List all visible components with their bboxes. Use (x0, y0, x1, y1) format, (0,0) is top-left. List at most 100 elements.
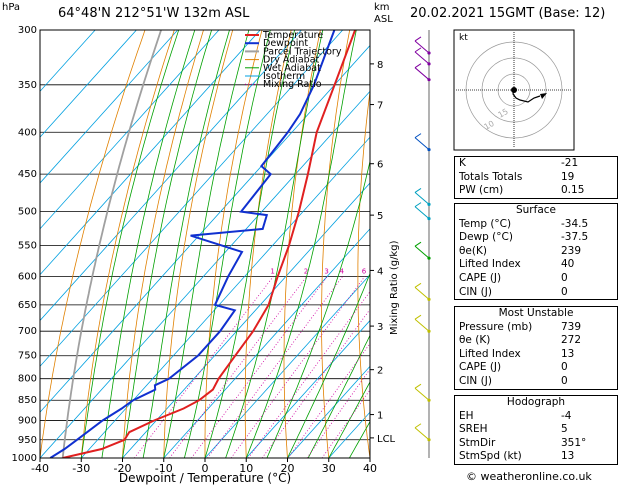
isotherm (40, 30, 261, 276)
legend-label: Temperature (262, 30, 323, 41)
pressure-tick-label: 950 (18, 435, 37, 446)
wind-barb (414, 67, 430, 81)
indices-hodograph-box: Hodograph EH -4 SREH 5 StmDir 351° StmSpd (… (454, 395, 618, 465)
hodograph-trace (512, 89, 541, 103)
location-title: 64°48'N 212°51'W 132m ASL (58, 6, 250, 21)
wind-barb (414, 206, 430, 220)
hodograph-kt-label: kt (459, 33, 468, 43)
isotherm (122, 182, 370, 458)
mixing-ratio-line (321, 389, 370, 458)
isotherm (40, 30, 96, 92)
mixing-ratio-label: 15 (415, 267, 424, 275)
wind-barb (414, 245, 430, 259)
pressure-tick-label: 750 (18, 351, 37, 362)
dry-adiabat (357, 88, 370, 458)
isotherm (204, 274, 370, 458)
dry-adiabat (244, 30, 292, 458)
copyright-footer: © weatheronline.co.uk (466, 470, 592, 483)
temperature-tick-label: 40 (363, 462, 377, 475)
wet-adiabat (122, 30, 212, 458)
temperature-tick-label: 0 (202, 462, 209, 475)
isotherm (40, 44, 370, 413)
temperature-tick-label: -30 (72, 462, 90, 475)
mixing-ratio-label: 4 (340, 267, 345, 275)
pressure-tick-label: 900 (18, 416, 37, 427)
mixing-ratio-label: 20 (433, 267, 442, 275)
dry-adiabat (40, 30, 146, 458)
temperature-line (62, 30, 357, 458)
wet-adiabat (80, 30, 180, 458)
indices-surface-box: Surface Temp (°C) -34.5 Dewp (°C) -37.5 θe… (454, 203, 618, 301)
temperature-tick-label: 20 (281, 462, 295, 475)
temperature-tick-label: -10 (155, 462, 173, 475)
mixing-ratio-line (207, 276, 343, 458)
dry-adiabat (122, 30, 204, 458)
indices-unstable-box: Most Unstable Pressure (mb) 739 θe (K) 272… (454, 306, 618, 390)
pressure-tick-label: 500 (18, 207, 37, 218)
datetime-title: 20.02.2021 15GMT (Base: 12) (410, 6, 606, 21)
wind-barb (414, 192, 430, 205)
pressure-tick-label: 800 (18, 374, 37, 385)
pressure-tick-label: 1000 (12, 453, 37, 464)
wind-barb (414, 387, 430, 401)
mixing-ratio-line (169, 276, 308, 458)
pressure-tick-label: 300 (18, 25, 37, 36)
dry-adiabat (321, 30, 351, 458)
mixing-ratio-label: 3 (324, 267, 328, 275)
altitude-tick-label: 3 (377, 322, 383, 333)
pressure-tick-label: 350 (18, 80, 37, 91)
pressure-tick-label: 650 (18, 300, 37, 311)
mixing-ratio-line (248, 290, 370, 458)
pressure-tick-label: 450 (18, 169, 37, 180)
legend-label: Isotherm (263, 71, 305, 82)
x-axis-title: Dewpoint / Temperature (°C) (119, 471, 291, 485)
temperature-tick-label: 10 (239, 462, 253, 475)
wind-barb (414, 318, 430, 332)
wet-adiabat (184, 30, 271, 458)
pressure-tick-label: 850 (18, 395, 37, 406)
wind-barb (414, 427, 430, 441)
parcel-trajectory-line (61, 30, 162, 458)
mixing-ratio-axis-title: Mixing Ratio (g/kg) (389, 240, 400, 335)
isotherm (245, 319, 370, 458)
altitude-tick-label: 5 (377, 211, 383, 222)
wind-barb (414, 286, 430, 300)
legend-label: Mixing Ratio (263, 79, 322, 90)
legend-label: Wet Adiabat (263, 63, 321, 74)
asl-label: ASL (374, 14, 393, 25)
svg-text:10: 10 (483, 119, 496, 132)
km-label: km (374, 2, 390, 13)
altitude-tick-label: 8 (377, 60, 383, 71)
temperature-tick-label: -40 (31, 462, 49, 475)
wind-barb (414, 51, 430, 65)
isotherm (40, 90, 370, 458)
dry-adiabat (427, 30, 452, 458)
altitude-tick-label: 7 (377, 101, 383, 112)
isotherm (163, 228, 370, 458)
mixing-ratio-line (287, 342, 370, 458)
altitude-tick-label: 4 (377, 266, 383, 277)
isotherm (40, 30, 302, 322)
temperature-tick-label: -20 (114, 462, 132, 475)
mixing-ratio-line (261, 308, 370, 458)
isotherm (287, 365, 370, 458)
mixing-ratio-label: 1 (270, 267, 274, 275)
altitude-tick-label: 1 (377, 411, 383, 422)
pressure-tick-label: 700 (18, 326, 37, 337)
mixing-ratio-line (230, 276, 366, 458)
mixing-ratio-label: 6 (362, 267, 367, 275)
legend-label: Dry Adiabat (263, 55, 320, 66)
dry-adiabat (204, 30, 263, 458)
wet-adiabat (307, 334, 370, 458)
altitude-tick-label: LCL (377, 434, 396, 445)
mixing-ratio-line (191, 276, 328, 458)
legend-label: Parcel Trajectory (263, 46, 342, 57)
altitude-tick-label: 6 (377, 160, 383, 171)
hpa-label: hPa (2, 2, 21, 13)
mixing-ratio-label: 2 (304, 267, 308, 275)
wet-adiabat (266, 159, 370, 458)
dry-adiabat (80, 30, 175, 458)
isotherm (40, 30, 220, 230)
wind-barb (414, 40, 430, 54)
